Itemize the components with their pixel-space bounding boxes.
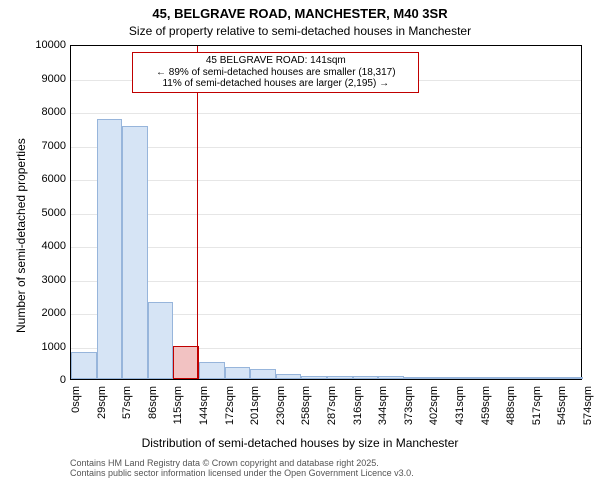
- histogram-bar: [225, 367, 251, 379]
- x-tick-label: 287sqm: [326, 386, 338, 436]
- histogram-bar: [506, 377, 532, 379]
- histogram-bar: [378, 376, 404, 379]
- y-tick-label: 10000: [28, 39, 66, 51]
- chart-title-line1: 45, BELGRAVE ROAD, MANCHESTER, M40 3SR: [0, 6, 600, 21]
- histogram-bar: [97, 119, 123, 379]
- y-tick-label: 3000: [28, 274, 66, 286]
- y-tick-label: 4000: [28, 240, 66, 252]
- x-tick-label: 172sqm: [224, 386, 236, 436]
- x-tick-label: 431sqm: [454, 386, 466, 436]
- histogram-bar: [481, 377, 507, 379]
- annotation-box: 45 BELGRAVE ROAD: 141sqm← 89% of semi-de…: [132, 52, 419, 93]
- x-tick-label: 344sqm: [377, 386, 389, 436]
- histogram-bar: [301, 376, 327, 379]
- annotation-line-3: 11% of semi-detached houses are larger (…: [137, 78, 414, 90]
- x-tick-label: 29sqm: [96, 386, 108, 436]
- y-tick-label: 0: [28, 374, 66, 386]
- gridline: [71, 113, 581, 114]
- histogram-bar: [148, 302, 174, 379]
- histogram-bar: [557, 377, 583, 379]
- attribution-line2: Contains public sector information licen…: [70, 468, 414, 478]
- attribution-line1: Contains HM Land Registry data © Crown c…: [70, 458, 414, 468]
- histogram-bar: [71, 352, 97, 379]
- y-tick-label: 9000: [28, 73, 66, 85]
- y-tick-label: 6000: [28, 173, 66, 185]
- y-axis-label: Number of semi-detached properties: [14, 138, 28, 333]
- plot-area: 45 BELGRAVE ROAD: 141sqm← 89% of semi-de…: [70, 45, 582, 380]
- chart-title-line2: Size of property relative to semi-detach…: [0, 24, 600, 38]
- x-tick-label: 517sqm: [531, 386, 543, 436]
- x-tick-label: 115sqm: [172, 386, 184, 436]
- histogram-bar: [327, 376, 353, 379]
- histogram-bar: [122, 126, 148, 379]
- x-tick-label: 316sqm: [352, 386, 364, 436]
- histogram-bar: [404, 377, 430, 379]
- x-tick-label: 57sqm: [121, 386, 133, 436]
- x-tick-label: 402sqm: [428, 386, 440, 436]
- x-axis-label: Distribution of semi-detached houses by …: [0, 436, 600, 450]
- annotation-line-2: ← 89% of semi-detached houses are smalle…: [137, 67, 414, 79]
- x-tick-label: 86sqm: [147, 386, 159, 436]
- x-tick-label: 373sqm: [403, 386, 415, 436]
- histogram-bar-highlight: [173, 346, 199, 380]
- histogram-bar: [532, 377, 558, 379]
- histogram-bar: [455, 377, 481, 379]
- x-tick-label: 201sqm: [249, 386, 261, 436]
- histogram-bar: [199, 362, 225, 379]
- x-tick-label: 574sqm: [582, 386, 594, 436]
- x-tick-label: 459sqm: [480, 386, 492, 436]
- annotation-line-1: 45 BELGRAVE ROAD: 141sqm: [137, 55, 414, 67]
- y-tick-label: 8000: [28, 106, 66, 118]
- y-tick-label: 5000: [28, 207, 66, 219]
- histogram-bar: [353, 376, 379, 379]
- marker-line: [197, 46, 198, 379]
- y-tick-label: 7000: [28, 140, 66, 152]
- x-tick-label: 144sqm: [198, 386, 210, 436]
- histogram-bar: [429, 377, 455, 379]
- x-tick-label: 0sqm: [70, 386, 82, 436]
- x-tick-label: 488sqm: [505, 386, 517, 436]
- histogram-bar: [276, 374, 302, 379]
- x-tick-label: 230sqm: [275, 386, 287, 436]
- attribution: Contains HM Land Registry data © Crown c…: [70, 458, 414, 479]
- x-tick-label: 258sqm: [300, 386, 312, 436]
- y-tick-label: 2000: [28, 307, 66, 319]
- histogram-bar: [250, 369, 276, 379]
- x-tick-label: 545sqm: [556, 386, 568, 436]
- y-tick-label: 1000: [28, 341, 66, 353]
